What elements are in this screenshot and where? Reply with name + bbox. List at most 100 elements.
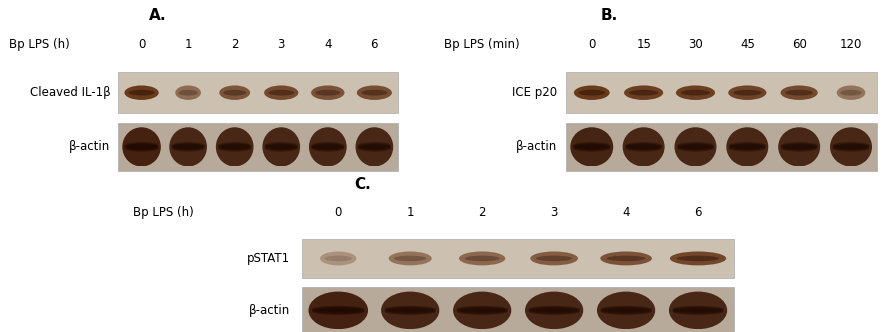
Ellipse shape bbox=[312, 307, 364, 314]
Ellipse shape bbox=[728, 85, 766, 100]
Bar bbox=[302, 239, 734, 278]
Ellipse shape bbox=[311, 142, 345, 149]
Ellipse shape bbox=[677, 143, 714, 150]
Ellipse shape bbox=[385, 307, 436, 314]
Ellipse shape bbox=[456, 306, 508, 313]
Ellipse shape bbox=[171, 143, 205, 150]
Ellipse shape bbox=[389, 251, 432, 265]
Ellipse shape bbox=[124, 85, 159, 100]
Ellipse shape bbox=[573, 143, 611, 150]
Ellipse shape bbox=[178, 90, 198, 96]
Text: 6: 6 bbox=[694, 206, 702, 219]
Ellipse shape bbox=[677, 144, 714, 152]
Ellipse shape bbox=[624, 85, 663, 100]
Ellipse shape bbox=[677, 256, 719, 261]
Ellipse shape bbox=[528, 307, 580, 314]
Ellipse shape bbox=[525, 291, 583, 329]
Ellipse shape bbox=[311, 85, 345, 100]
Ellipse shape bbox=[312, 308, 364, 315]
Ellipse shape bbox=[265, 144, 297, 152]
Ellipse shape bbox=[778, 127, 821, 166]
Ellipse shape bbox=[361, 90, 387, 96]
Ellipse shape bbox=[528, 308, 580, 315]
Ellipse shape bbox=[394, 256, 426, 261]
Ellipse shape bbox=[355, 127, 393, 166]
Ellipse shape bbox=[729, 142, 765, 149]
Ellipse shape bbox=[265, 143, 297, 150]
Ellipse shape bbox=[625, 144, 662, 152]
Ellipse shape bbox=[833, 143, 869, 150]
Text: 15: 15 bbox=[636, 39, 651, 51]
Ellipse shape bbox=[171, 142, 205, 149]
Ellipse shape bbox=[385, 306, 436, 313]
Ellipse shape bbox=[830, 127, 872, 166]
Ellipse shape bbox=[781, 143, 818, 150]
Ellipse shape bbox=[358, 144, 391, 152]
Bar bbox=[118, 123, 398, 171]
Ellipse shape bbox=[216, 127, 254, 166]
Text: Bp LPS (h): Bp LPS (h) bbox=[133, 206, 194, 219]
Text: C.: C. bbox=[354, 178, 371, 193]
Ellipse shape bbox=[600, 308, 652, 315]
Ellipse shape bbox=[124, 144, 159, 152]
Ellipse shape bbox=[309, 127, 346, 166]
Text: 0: 0 bbox=[138, 39, 146, 51]
Bar bbox=[118, 72, 398, 114]
Ellipse shape bbox=[781, 144, 818, 152]
Ellipse shape bbox=[729, 143, 765, 150]
Ellipse shape bbox=[311, 143, 345, 150]
Ellipse shape bbox=[840, 90, 861, 96]
Text: B.: B. bbox=[600, 8, 618, 23]
Text: 0: 0 bbox=[588, 39, 596, 51]
Ellipse shape bbox=[600, 307, 652, 314]
Text: β-actin: β-actin bbox=[69, 140, 110, 153]
Ellipse shape bbox=[123, 127, 161, 166]
Ellipse shape bbox=[385, 308, 436, 315]
Ellipse shape bbox=[218, 144, 251, 152]
Ellipse shape bbox=[262, 127, 300, 166]
Text: 0: 0 bbox=[335, 206, 342, 219]
Ellipse shape bbox=[681, 90, 710, 96]
Ellipse shape bbox=[676, 85, 715, 100]
Text: 3: 3 bbox=[551, 206, 558, 219]
Ellipse shape bbox=[600, 306, 652, 313]
Ellipse shape bbox=[453, 291, 511, 329]
Ellipse shape bbox=[781, 142, 818, 149]
Text: β-actin: β-actin bbox=[249, 304, 290, 317]
Ellipse shape bbox=[672, 307, 724, 314]
Text: Bp LPS (h): Bp LPS (h) bbox=[9, 39, 69, 51]
Ellipse shape bbox=[629, 90, 658, 96]
Text: pSTAT1: pSTAT1 bbox=[247, 252, 290, 265]
Ellipse shape bbox=[672, 308, 724, 315]
Ellipse shape bbox=[536, 256, 572, 261]
Ellipse shape bbox=[600, 251, 652, 265]
Ellipse shape bbox=[733, 90, 762, 96]
Ellipse shape bbox=[124, 143, 159, 150]
Ellipse shape bbox=[218, 143, 251, 150]
Ellipse shape bbox=[675, 127, 717, 166]
Ellipse shape bbox=[456, 308, 508, 315]
Ellipse shape bbox=[528, 306, 580, 313]
Ellipse shape bbox=[264, 85, 298, 100]
Text: 1: 1 bbox=[407, 206, 414, 219]
Ellipse shape bbox=[607, 256, 646, 261]
Ellipse shape bbox=[265, 142, 297, 149]
Text: 60: 60 bbox=[792, 39, 806, 51]
Text: 6: 6 bbox=[370, 39, 378, 51]
Ellipse shape bbox=[622, 127, 664, 166]
Text: Cleaved IL-1β: Cleaved IL-1β bbox=[29, 86, 110, 99]
Ellipse shape bbox=[268, 90, 294, 96]
Ellipse shape bbox=[357, 85, 392, 100]
Ellipse shape bbox=[358, 142, 391, 149]
Ellipse shape bbox=[171, 144, 205, 152]
Text: ICE p20: ICE p20 bbox=[512, 86, 557, 99]
Bar bbox=[302, 288, 734, 332]
Text: A.: A. bbox=[148, 8, 166, 23]
Ellipse shape bbox=[381, 291, 440, 329]
Ellipse shape bbox=[677, 142, 714, 149]
Ellipse shape bbox=[459, 251, 505, 265]
Ellipse shape bbox=[311, 144, 345, 152]
Ellipse shape bbox=[578, 90, 606, 96]
Ellipse shape bbox=[219, 85, 250, 100]
Ellipse shape bbox=[836, 85, 865, 100]
